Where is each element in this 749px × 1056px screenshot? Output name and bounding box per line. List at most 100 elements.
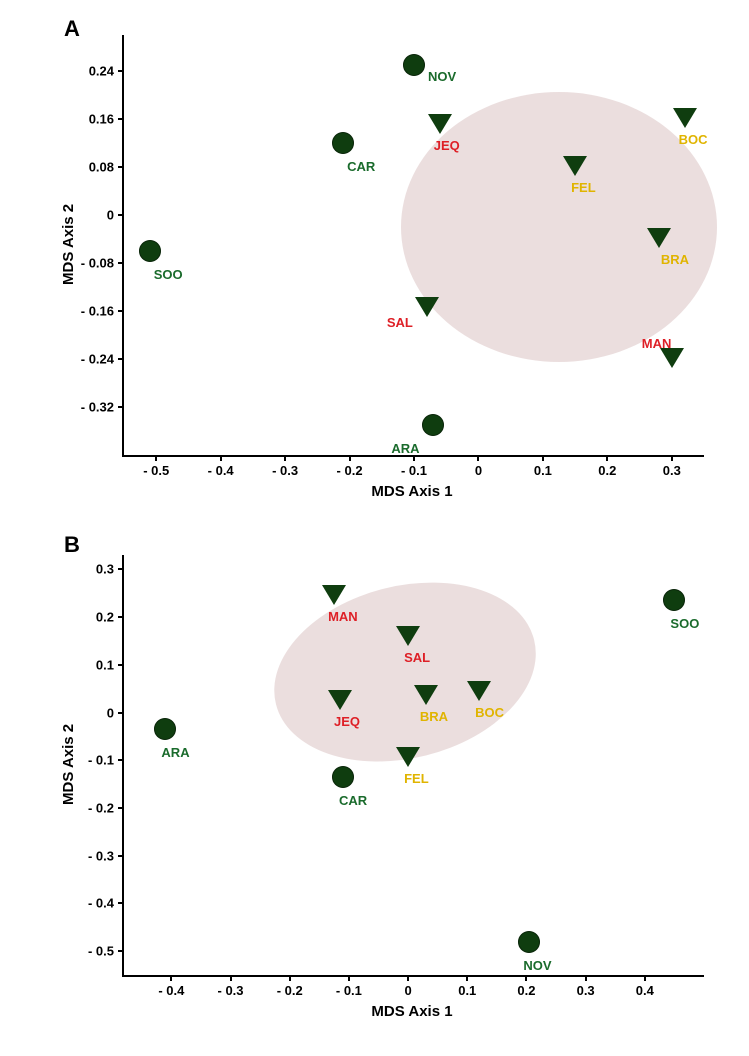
x-tick-label: - 0.3 [218,983,244,998]
x-tick-label: 0.3 [663,463,681,478]
y-tick-label: 0 [64,705,114,720]
x-tick-label: - 0.1 [336,983,362,998]
x-tick-mark [407,975,409,981]
x-tick-mark [542,455,544,461]
point-triangle-jeq [328,690,352,710]
point-triangle-sal [415,297,439,317]
x-tick-label: 0.4 [636,983,654,998]
panel-a-y-title: MDS Axis 2 [60,204,77,285]
y-tick-label: - 0.24 [64,352,114,367]
point-circle-car [332,132,354,154]
x-tick-mark [644,975,646,981]
point-triangle-bra [647,228,671,248]
point-label-fel: FEL [404,771,429,786]
point-circle-ara [422,414,444,436]
x-tick-mark [348,975,350,981]
point-label-jeq: JEQ [434,138,460,153]
x-tick-mark [230,975,232,981]
panel-b-plot: - 0.4- 0.3- 0.2- 0.100.10.20.30.4- 0.5- … [122,555,704,977]
x-tick-label: - 0.1 [401,463,427,478]
y-tick-mark [118,568,124,570]
x-tick-mark [525,975,527,981]
point-label-man: MAN [642,336,672,351]
y-tick-mark [118,855,124,857]
x-tick-mark [349,455,351,461]
point-circle-nov [518,931,540,953]
point-triangle-bra [414,685,438,705]
point-circle-car [332,766,354,788]
x-tick-label: - 0.5 [143,463,169,478]
x-tick-label: - 0.4 [158,983,184,998]
point-circle-ara [154,718,176,740]
point-triangle-man [660,348,684,368]
point-label-car: CAR [347,159,375,174]
panel-a-label: A [64,16,80,42]
y-tick-mark [118,902,124,904]
point-label-nov: NOV [523,958,551,973]
x-tick-label: 0.2 [517,983,535,998]
point-triangle-man [322,585,346,605]
y-tick-label: - 0.5 [64,944,114,959]
x-tick-mark [606,455,608,461]
point-triangle-sal [396,626,420,646]
y-tick-mark [118,70,124,72]
x-tick-label: 0 [404,983,411,998]
x-tick-mark [284,455,286,461]
x-tick-mark [170,975,172,981]
point-label-sal: SAL [387,315,413,330]
y-tick-label: 0.16 [64,112,114,127]
x-tick-mark [585,975,587,981]
panel-b-y-title: MDS Axis 2 [60,724,77,805]
point-label-boc: BOC [475,705,504,720]
x-tick-label: 0 [475,463,482,478]
x-tick-label: - 0.2 [277,983,303,998]
point-circle-nov [403,54,425,76]
point-label-sal: SAL [404,650,430,665]
point-label-ara: ARA [161,745,189,760]
y-tick-label: 0.24 [64,64,114,79]
point-triangle-jeq [428,114,452,134]
panel-a-plot: - 0.5- 0.4- 0.3- 0.2- 0.100.10.20.3- 0.3… [122,35,704,457]
x-tick-mark [671,455,673,461]
y-tick-mark [118,712,124,714]
x-tick-label: 0.2 [598,463,616,478]
x-tick-label: - 0.2 [337,463,363,478]
y-tick-label: - 0.4 [64,896,114,911]
y-tick-mark [118,166,124,168]
point-triangle-boc [673,108,697,128]
y-tick-mark [118,310,124,312]
x-tick-mark [289,975,291,981]
y-tick-label: 0.3 [64,562,114,577]
point-label-nov: NOV [428,69,456,84]
y-tick-mark [118,262,124,264]
x-tick-label: 0.1 [458,983,476,998]
y-tick-label: 0.1 [64,657,114,672]
y-tick-mark [118,214,124,216]
y-tick-mark [118,807,124,809]
y-tick-label: - 0.16 [64,304,114,319]
y-tick-label: - 0.32 [64,400,114,415]
point-circle-soo [663,589,685,611]
y-tick-label: 0.08 [64,160,114,175]
panel-a-x-title: MDS Axis 1 [371,483,452,500]
point-triangle-fel [396,747,420,767]
y-tick-mark [118,406,124,408]
point-label-fel: FEL [571,180,596,195]
point-label-bra: BRA [420,709,448,724]
point-label-jeq: JEQ [334,714,360,729]
x-tick-mark [220,455,222,461]
x-tick-mark [155,455,157,461]
y-tick-mark [118,950,124,952]
x-tick-label: - 0.4 [208,463,234,478]
y-tick-mark [118,664,124,666]
x-tick-label: - 0.3 [272,463,298,478]
panel-b-x-title: MDS Axis 1 [371,1003,452,1020]
point-label-ara: ARA [391,441,419,456]
x-tick-mark [477,455,479,461]
point-label-car: CAR [339,793,367,808]
point-label-bra: BRA [661,252,689,267]
y-tick-mark [118,759,124,761]
y-tick-mark [118,358,124,360]
y-tick-label: 0.2 [64,610,114,625]
point-triangle-fel [563,156,587,176]
